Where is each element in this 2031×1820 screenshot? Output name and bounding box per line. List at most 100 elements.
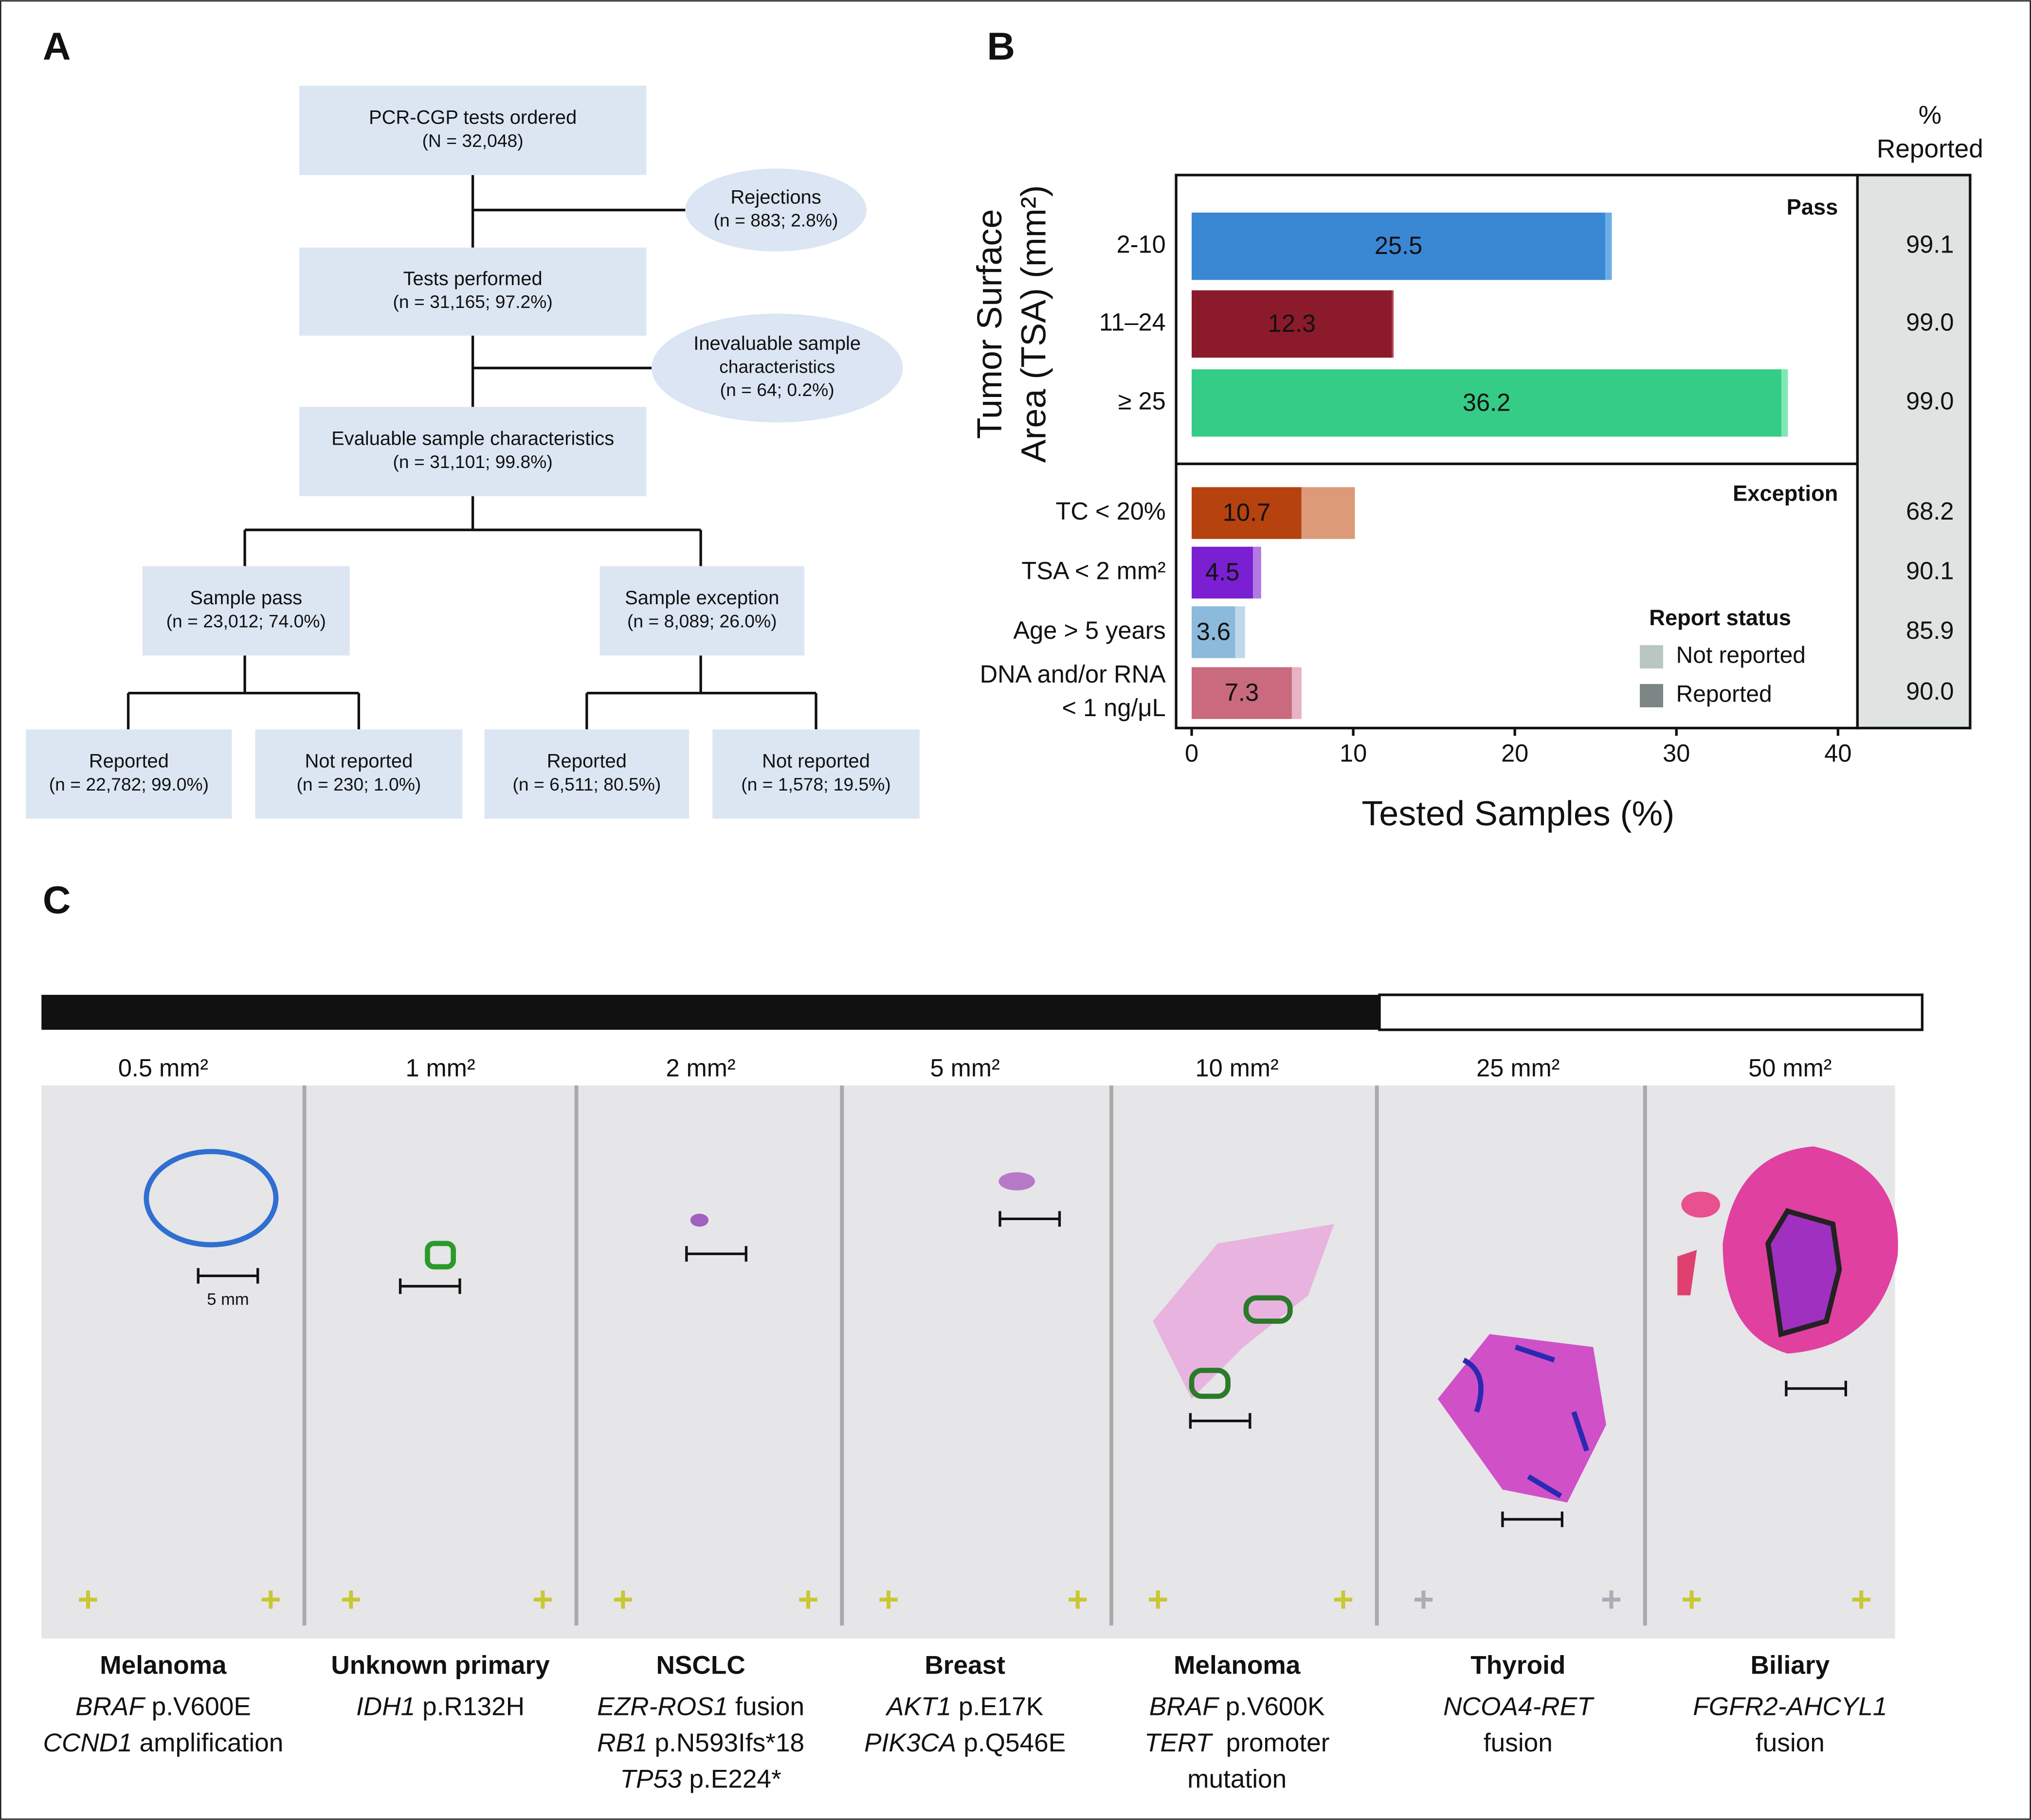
slide-cross [1602,1590,1621,1609]
bar-segment [1781,369,1788,437]
slide-cross [1149,1590,1167,1609]
flow-text: Sample pass [190,587,302,609]
bar-segment [1291,667,1302,719]
x-tick-label: 0 [1185,739,1198,767]
size-label: 2 mm² [666,1054,736,1082]
column-header: Reported [1877,134,1983,163]
size-label: 5 mm² [930,1054,1000,1082]
x-tick-label: 20 [1501,739,1528,767]
flow-text: (n = 64; 0.2%) [720,379,834,400]
alteration: TP53 p.E224* [620,1765,781,1794]
slide-cross [1334,1590,1353,1609]
flow-text: (n = 31,165; 97.2%) [393,291,553,312]
group-label: Exception [1733,481,1838,505]
bar-label: 12.3 [1268,309,1316,337]
flow-ellipse [651,313,903,423]
gene: NCOA4-RET [1443,1693,1595,1721]
slide-cross [1069,1590,1087,1609]
category-label: 11–24 [1099,308,1166,336]
gene: IDH1 [356,1693,415,1721]
alteration-text: p.V600K [1218,1693,1325,1721]
bar-label: 36.2 [1463,388,1510,416]
tumor-type: Unknown primary [331,1651,550,1679]
tumor-type: Melanoma [1174,1651,1301,1679]
flow-text: Evaluable sample characteristics [331,428,614,450]
slide-cross [533,1590,552,1609]
flow-text: (n = 6,511; 80.5%) [513,774,661,794]
flow-ellipse [685,168,867,252]
alteration-text: p.R132H [415,1693,525,1721]
flow-text: Sample exception [625,587,779,609]
x-axis-title: Tested Samples (%) [1361,794,1674,833]
alteration-text: fusion [1484,1729,1553,1757]
slide-cross [879,1590,898,1609]
tumor-type: Melanoma [100,1651,227,1679]
reported-percent: 68.2 [1906,497,1954,525]
slide-cross [799,1590,817,1609]
alteration: TERT promoter [1144,1729,1330,1757]
x-tick-label: 40 [1824,739,1851,767]
category-label: TSA < 2 mm² [1021,557,1165,584]
bar-segment [1253,546,1261,599]
alteration: CCND1 amplification [43,1729,283,1757]
bar-label: 4.5 [1205,558,1239,586]
alteration-text: p.V600E [145,1693,251,1721]
tissue [144,1146,1898,1503]
slide-cross [261,1590,280,1609]
flow-text: characteristics [719,356,835,377]
bar-label: 7.3 [1225,679,1259,706]
flow-box [255,729,463,819]
size-label: 25 mm² [1476,1054,1560,1082]
gene: TERT [1144,1729,1213,1757]
alteration-text: p.N593Ifs*18 [648,1729,804,1757]
legend-title: Report status [1649,605,1791,630]
bar-label: 25.5 [1375,232,1422,259]
alteration: BRAF p.V600K [1149,1693,1325,1721]
scale-bars [197,1211,1847,1527]
flow-text: (n = 1,578; 19.5%) [741,774,891,794]
size-label: 0.5 mm² [118,1054,208,1082]
flow-text: (n = 230; 1.0%) [297,774,421,794]
reported-percent: 90.0 [1906,677,1954,705]
flow-box [299,86,647,175]
legend-swatch [1640,684,1663,707]
alteration: NCOA4-RET [1443,1693,1595,1721]
bar-segment [1192,487,1302,539]
alteration: EZR-ROS1 fusion [597,1693,804,1721]
column-header: % [1919,101,1941,129]
flow-text: Rejections [730,186,821,208]
category-label: TC < 20% [1056,497,1166,525]
alteration: fusion [1484,1729,1553,1757]
slides-background [41,1085,1895,1639]
flow-box [142,566,350,656]
panel-label: B [987,25,1015,68]
bar-segment [1235,606,1245,658]
alteration: AKT1 p.E17K [885,1693,1043,1721]
y-axis-title: Tumor Surface [970,209,1009,439]
alteration: PIK3CA p.Q546E [864,1729,1066,1757]
bar-label: 10.7 [1223,499,1270,526]
reported-percent: 99.0 [1906,387,1954,415]
slide-cross [614,1590,633,1609]
category-label: DNA and/or RNA < 1 ng/μL [980,660,1166,721]
tumor-type: NSCLC [656,1651,745,1679]
flow-box [484,729,689,819]
alteration-text: amplification [132,1729,284,1757]
gene: CCND1 [43,1729,132,1757]
size-label: 10 mm² [1196,1054,1279,1082]
bar-segment [1192,606,1235,658]
connectors [127,175,817,730]
bar-segment [1192,369,1782,437]
bar-segment [1192,667,1292,719]
flow-text: PCR-CGP tests ordered [369,107,577,128]
gene: RB1 [597,1729,648,1757]
category-label: Age > 5 years [1013,616,1165,644]
tumor-type: Biliary [1751,1651,1830,1679]
flow-text: (n = 31,101; 99.8%) [393,451,553,472]
flow-text: Not reported [305,751,413,772]
category-label: ≥ 25 [1118,387,1166,415]
alteration: fusion [1756,1729,1825,1757]
flow-text: Inevaluable sample [693,333,861,354]
